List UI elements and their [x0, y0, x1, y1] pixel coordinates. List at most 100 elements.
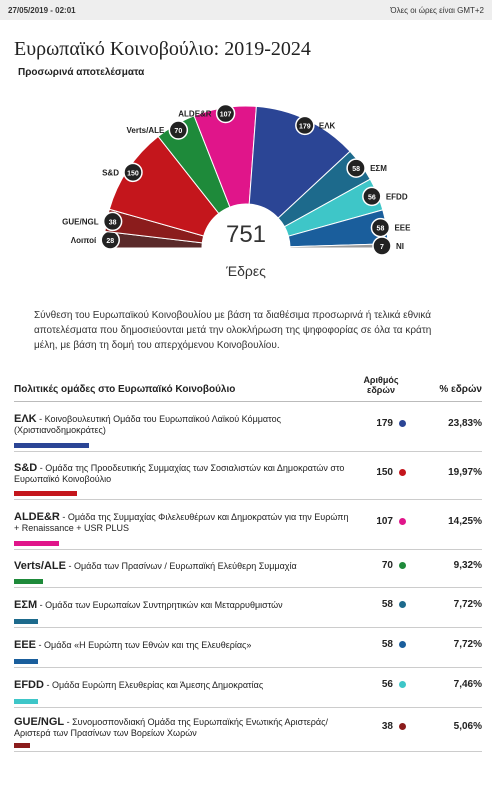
group-cell: ΕΛΚ - Κοινοβουλευτική Ομάδα του Ευρωπαϊκ…	[14, 413, 350, 435]
seats-cell: 107	[350, 516, 412, 527]
seats: 38	[381, 721, 393, 732]
group-cell: Verts/ALE - Ομάδα των Πρασίνων / Ευρωπαϊ…	[14, 560, 350, 572]
seat-count: 58	[352, 166, 360, 173]
color-dot	[399, 420, 406, 427]
total-label: Έδρες	[225, 263, 266, 279]
pct-cell: 7,46%	[453, 679, 482, 690]
group-cell: GUE/NGL - Συνομοσπονδιακή Ομάδα της Ευρω…	[14, 716, 350, 738]
seats: 107	[376, 516, 393, 527]
group-name: EEE	[14, 638, 37, 651]
table-row: GUE/NGL - Συνομοσπονδιακή Ομάδα της Ευρω…	[14, 708, 482, 752]
group-label: GUE/NGL	[62, 217, 99, 226]
table-row: ΕΛΚ - Κοινοβουλευτική Ομάδα του Ευρωπαϊκ…	[14, 402, 482, 452]
timezone: Όλες οι ώρες είναι GMT+2	[390, 5, 484, 15]
description: Σύνθεση του Ευρωπαϊκού Κοινοβουλίου με β…	[34, 310, 432, 351]
seat-badge	[215, 103, 236, 124]
group-name: ΕΣΜ	[14, 598, 38, 611]
pct-cell: 14,25%	[448, 516, 482, 527]
color-dot	[399, 723, 406, 730]
seat-count: 56	[368, 194, 376, 201]
seat-badge	[295, 115, 315, 136]
table-body: ΕΛΚ - Κοινοβουλευτική Ομάδα του Ευρωπαϊκ…	[0, 402, 492, 752]
group-label: Λοιποί	[71, 236, 96, 245]
chart-title: Ευρωπαϊκό Κοινοβούλιο: 2019-2024	[14, 38, 311, 60]
table-row: ALDE&R - Ομάδα της Συμμαχίας Φιλελευθέρω…	[14, 500, 482, 550]
seat-bar	[14, 619, 39, 624]
group-desc: - Ομάδα της Προοδευτικής Συμμαχίας των Σ…	[14, 462, 345, 484]
header-cell: Αριθμός εδρών	[363, 375, 399, 395]
group-name: S&D	[14, 461, 38, 474]
pct-cell: 9,32%	[453, 560, 482, 571]
group-label: EFDD	[386, 192, 408, 201]
group-name: ΕΛΚ	[14, 412, 37, 425]
seat-bar	[14, 443, 90, 448]
center-mask	[203, 247, 289, 249]
table-row: EEE - Ομάδα «Η Ευρώπη των Εθνών και της …	[14, 628, 482, 668]
header-cell: Πολιτικές ομάδες στο Ευρωπαϊκό Κοινοβούλ…	[14, 384, 236, 395]
seat-bar	[14, 659, 39, 664]
color-dot	[399, 641, 406, 648]
seat-bar	[14, 579, 44, 584]
seat-bar	[14, 491, 77, 496]
group-name: ALDE&R	[14, 510, 60, 523]
seat-badge	[168, 120, 189, 140]
group-label: NI	[396, 242, 404, 251]
seat-badge	[362, 186, 382, 207]
group-cell: S&D - Ομάδα της Προοδευτικής Συμμαχίας τ…	[14, 462, 350, 484]
seat-segment	[248, 105, 351, 219]
seats: 179	[376, 418, 393, 429]
color-dot	[399, 681, 406, 688]
group-desc: - Ομάδα «Η Ευρώπη των Εθνών και της Ελευ…	[36, 639, 252, 650]
group-desc: - Ομάδα Ευρώπη Ελευθερίας και Άμεσης Δημ…	[43, 679, 264, 690]
seats: 150	[376, 467, 393, 478]
group-label: S&D	[102, 168, 119, 177]
seat-bar	[14, 743, 30, 748]
color-dot	[399, 562, 406, 569]
seat-badge	[372, 236, 392, 256]
seat-badge	[123, 162, 143, 183]
seats-cell: 58	[350, 639, 412, 650]
seat-badge	[102, 211, 123, 232]
seats: 58	[381, 639, 393, 650]
group-name: GUE/NGL	[14, 715, 65, 728]
group-desc: - Ομάδα της Συμμαχίας Φιλελευθέρων και Δ…	[14, 511, 349, 533]
group-label: Verts/ALE	[127, 126, 165, 135]
pct-cell: 19,97%	[448, 467, 482, 478]
seats-cell: 70	[350, 560, 412, 571]
group-name: Verts/ALE	[14, 559, 66, 572]
seats-cell: 38	[350, 721, 412, 732]
pct-cell: 5,06%	[453, 721, 482, 732]
timestamp: 27/05/2019 - 02:01	[8, 5, 76, 15]
total-seats: 751	[226, 221, 266, 248]
seats: 56	[381, 679, 393, 690]
group-cell: ΕΣΜ - Ομάδα των Ευρωπαίων Συντηρητικών κ…	[14, 599, 350, 611]
seat-count: 58	[377, 226, 385, 233]
table-header: Πολιτικές ομάδες στο Ευρωπαϊκό Κοινοβούλ…	[14, 375, 482, 402]
group-desc: - Συνομοσπονδιακή Ομάδα της Ευρωπαϊκής Ε…	[14, 716, 328, 738]
color-dot	[399, 469, 406, 476]
group-cell: EFDD - Ομάδα Ευρώπη Ελευθερίας και Άμεση…	[14, 679, 350, 691]
group-label: ΕΣΜ	[370, 164, 387, 173]
group-name: EFDD	[14, 678, 44, 691]
seat-count: 7	[380, 244, 384, 251]
group-label: ΕΛΚ	[319, 121, 336, 130]
table-row: ΕΣΜ - Ομάδα των Ευρωπαίων Συντηρητικών κ…	[14, 588, 482, 628]
group-cell: ALDE&R - Ομάδα της Συμμαχίας Φιλελευθέρω…	[14, 511, 350, 533]
seats-cell: 56	[350, 679, 412, 690]
group-label: ALDE&R	[178, 110, 212, 119]
seat-count: 107	[220, 112, 232, 119]
seats-cell: 58	[350, 599, 412, 610]
seat-count: 70	[174, 128, 182, 135]
pct-cell: 23,83%	[448, 418, 482, 429]
table-row: EFDD - Ομάδα Ευρώπη Ελευθερίας και Άμεση…	[14, 668, 482, 708]
seat-count: 150	[127, 170, 139, 177]
seat-count: 28	[106, 238, 114, 245]
parliament-chart: 28 Λοιποί 38 GUE/NGL 150 S&D 70 Verts/ALE 107 ALD…	[62, 103, 411, 279]
table-row: S&D - Ομάδα της Προοδευτικής Συμμαχίας τ…	[14, 452, 482, 500]
group-desc: - Ομάδα των Ευρωπαίων Συντηρητικών και Μ…	[37, 599, 283, 610]
seat-bar	[14, 541, 59, 546]
table-row: Verts/ALE - Ομάδα των Πρασίνων / Ευρωπαϊ…	[14, 550, 482, 588]
color-dot	[399, 601, 406, 608]
seat-bar	[14, 699, 38, 704]
